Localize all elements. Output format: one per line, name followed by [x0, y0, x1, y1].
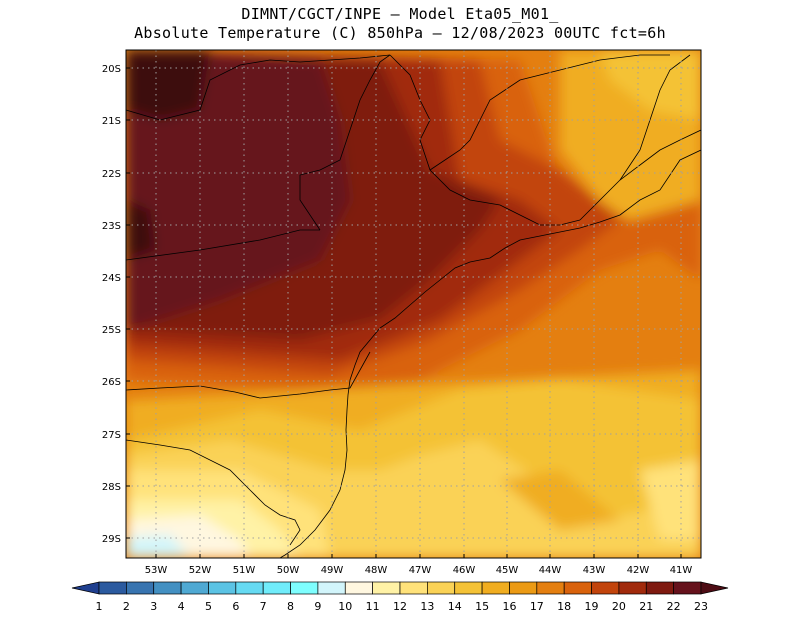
colorbar-label: 22: [667, 600, 681, 613]
colorbar-label: 1: [96, 600, 103, 613]
colorbar-segment: [208, 581, 237, 595]
colorbar-segment: [618, 581, 647, 595]
lon-label: 48W: [365, 565, 388, 576]
colorbar-segment: [399, 581, 428, 595]
colorbar-label: 18: [557, 600, 571, 613]
latitude-labels: 20S 21S 22S 23S 24S 25S 26S 27S 28S 29S: [102, 64, 121, 545]
colorbar-segment: [126, 581, 155, 595]
colorbar-segment: [509, 581, 538, 595]
colorbar-high-arrow: [700, 581, 729, 595]
colorbar-segment: [344, 581, 373, 595]
colorbar-segment: [290, 581, 319, 595]
lon-label: 50W: [277, 565, 300, 576]
colorbar-segment: [153, 581, 182, 595]
lon-label: 46W: [453, 565, 476, 576]
colorbar-segment: [235, 581, 264, 595]
colorbar-segment: [481, 581, 510, 595]
lon-label: 51W: [233, 565, 256, 576]
lat-label: 22S: [102, 169, 121, 180]
colorbar-label: 13: [420, 600, 434, 613]
colorbar-label: 15: [475, 600, 489, 613]
colorbar-segment: [454, 581, 483, 595]
lon-label: 44W: [539, 565, 562, 576]
colorbar-label: 7: [260, 600, 267, 613]
chart-title-line-2: Absolute Temperature (C) 850hPa – 12/08/…: [134, 24, 666, 42]
colorbar-label: 19: [585, 600, 599, 613]
lat-label: 23S: [102, 221, 121, 232]
colorbar-label: 11: [366, 600, 380, 613]
colorbar-label: 9: [314, 600, 321, 613]
lat-label: 25S: [102, 325, 121, 336]
colorbar-segment: [262, 581, 291, 595]
colorbar-label: 12: [393, 600, 407, 613]
lat-label: 27S: [102, 430, 121, 441]
colorbar-label: 20: [612, 600, 626, 613]
colorbar-label: 2: [123, 600, 130, 613]
colorbar-segment: [372, 581, 401, 595]
lon-label: 53W: [145, 565, 168, 576]
lat-label: 20S: [102, 64, 121, 75]
colorbar-segment: [645, 581, 674, 595]
colorbar-label: 17: [530, 600, 544, 613]
lat-lon-grid: [126, 50, 701, 558]
temperature-field: [126, 50, 701, 558]
colorbar-segment: [317, 581, 346, 595]
lon-label: 45W: [496, 565, 519, 576]
colorbar-segment: [563, 581, 592, 595]
map-frame: [125, 49, 702, 559]
chart-title-line-1: DIMNT/CGCT/INPE – Model Eta05_M01_: [241, 5, 559, 23]
colorbar-label: 10: [338, 600, 352, 613]
lon-label: 43W: [583, 565, 606, 576]
colorbar-label: 14: [448, 600, 462, 613]
colorbar-low-arrow: [71, 581, 100, 595]
colorbar-label: 8: [287, 600, 294, 613]
colorbar-segment: [98, 581, 127, 595]
lat-label: 29S: [102, 534, 121, 545]
lon-label: 49W: [321, 565, 344, 576]
lon-label: 42W: [627, 565, 650, 576]
lat-label: 21S: [102, 116, 121, 127]
axis-ticks: [126, 67, 682, 558]
colorbar-label: 4: [178, 600, 185, 613]
colorbar-label: 5: [205, 600, 212, 613]
lon-label: 52W: [189, 565, 212, 576]
colorbar-label: 3: [150, 600, 157, 613]
colorbar-label: 21: [639, 600, 653, 613]
colorbar-segment: [673, 581, 702, 595]
lat-label: 26S: [102, 377, 121, 388]
colorbar-segment: [180, 581, 209, 595]
colorbar-label: 16: [502, 600, 516, 613]
lon-label: 41W: [670, 565, 693, 576]
colorbar-label: 23: [694, 600, 708, 613]
lat-label: 24S: [102, 273, 121, 284]
longitude-labels: 53W 52W 51W 50W 49W 48W 47W 46W 45W 44W …: [145, 565, 693, 576]
colorbar-segment: [591, 581, 620, 595]
colorbar-label: 6: [232, 600, 239, 613]
lon-label: 47W: [409, 565, 432, 576]
colorbar-segment: [536, 581, 565, 595]
colorbar-segment: [427, 581, 456, 595]
lat-label: 28S: [102, 482, 121, 493]
colorbar: 1 2 3 4 5 6 7 8 9 10 11 12 13 14 15 16 17 18 19 20 21 22 23: [71, 581, 729, 613]
